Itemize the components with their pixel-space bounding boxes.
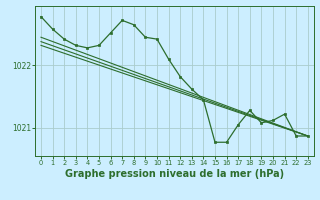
X-axis label: Graphe pression niveau de la mer (hPa): Graphe pression niveau de la mer (hPa) [65,169,284,179]
